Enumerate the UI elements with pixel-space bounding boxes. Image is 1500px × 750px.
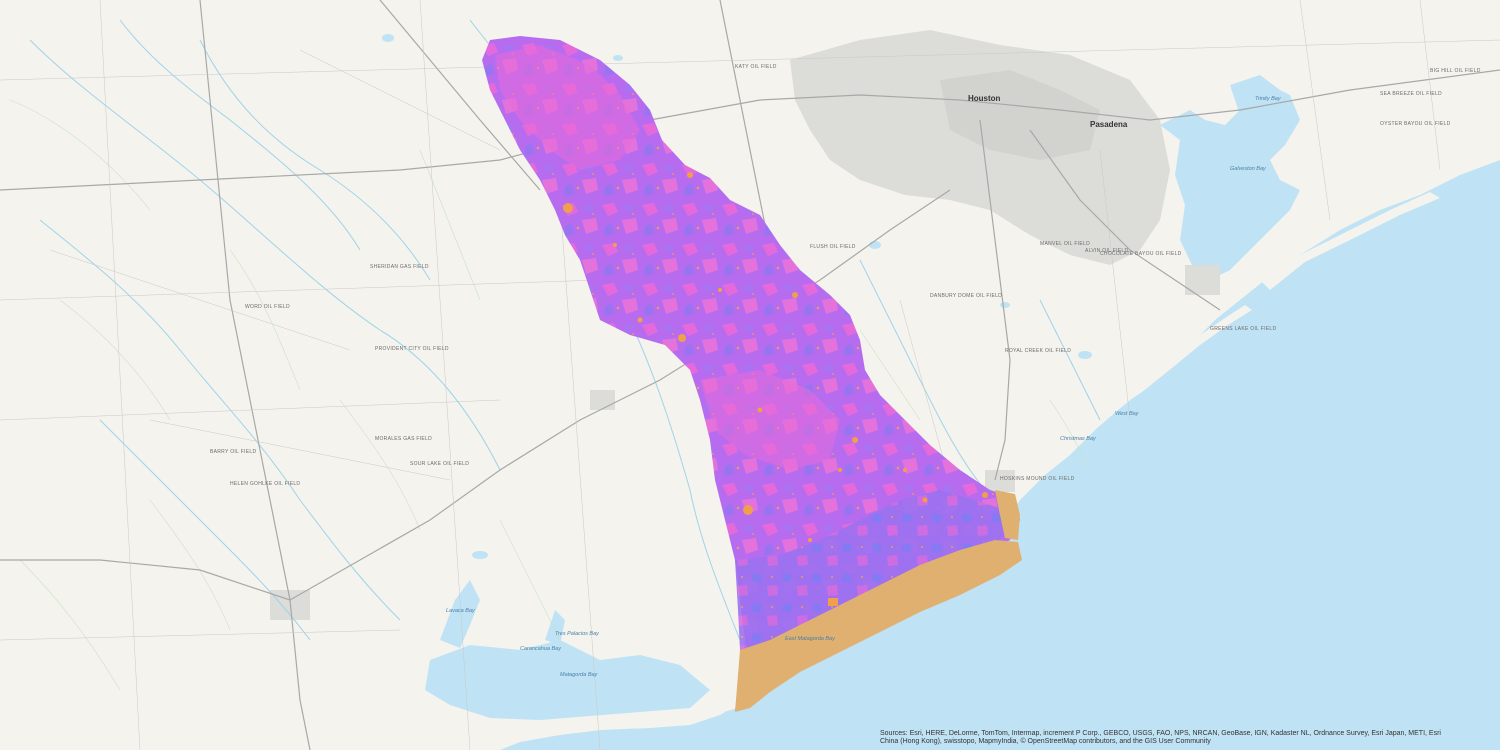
gulf-water (500, 160, 1500, 750)
watershed-upper-pink (495, 45, 640, 170)
oil-field-label: PROVIDENT CITY OIL FIELD (375, 346, 449, 352)
shoreline-buffer-edge (995, 490, 1020, 540)
oil-field-label: BARRY OIL FIELD (210, 449, 256, 455)
city-label-pasadena: Pasadena (1090, 120, 1128, 129)
water-label: Carancahua Bay (520, 646, 562, 652)
oil-field-label: OYSTER BAYOU OIL FIELD (1380, 121, 1451, 127)
oil-field-label: KATY OIL FIELD (735, 64, 777, 70)
matagorda-bay (425, 640, 710, 720)
lake-c (869, 241, 881, 249)
oil-field-label: MANVEL OIL FIELD (1040, 241, 1090, 247)
houston-urban (790, 30, 1170, 265)
watershed-mid-pink (700, 370, 840, 470)
oil-field-label: CHOCOLATE BAYOU OIL FIELD (1100, 251, 1182, 257)
oil-field-label: SEA BREEZE OIL FIELD (1380, 91, 1442, 97)
developed-patches (563, 172, 988, 606)
oil-field-label: HELEN GOHLKE OIL FIELD (230, 481, 300, 487)
oil-field-label: ALVIN OIL FIELD (1085, 248, 1128, 254)
lake-f (472, 551, 488, 559)
water-label: West Bay (1115, 411, 1140, 417)
lake-d (1000, 302, 1010, 308)
galveston-bay (1160, 85, 1300, 280)
lake-a (382, 34, 394, 42)
lake-b (613, 55, 623, 61)
water-label: Christmas Bay (1060, 436, 1097, 442)
lake-e (1078, 351, 1092, 359)
water-label: Galveston Bay (1230, 166, 1267, 172)
oil-field-label: WORD OIL FIELD (245, 304, 290, 310)
oil-field-label: MORALES GAS FIELD (375, 436, 432, 442)
map-labels: Houston Pasadena KATY OIL FIELD SEA BREE… (210, 64, 1481, 678)
lavaca-bay (440, 580, 480, 648)
water-label: Trinity Bay (1255, 96, 1282, 102)
trinity-bay (1230, 75, 1280, 130)
water-label: Lavaca Bay (446, 608, 476, 614)
matagorda-peninsula (560, 700, 745, 734)
oil-field-label: GREENS LAKE OIL FIELD (1210, 326, 1277, 332)
freeport-urban (985, 470, 1015, 492)
oil-field-label: FLUSH OIL FIELD (810, 244, 856, 250)
city-label-houston: Houston (968, 94, 1001, 103)
oil-field-label: BIG HILL OIL FIELD (1430, 68, 1481, 74)
bolivar-peninsula (1260, 192, 1440, 290)
pasadena-urban (940, 70, 1100, 160)
map-attribution: Sources: Esri, HERE, DeLorme, TomTom, In… (880, 730, 1441, 745)
oil-field-label: ROYAL CREEK OIL FIELD (1005, 348, 1071, 354)
tres-palacios-bay (545, 610, 565, 645)
galveston-island (1110, 305, 1252, 410)
water-label: Tres Palacios Bay (555, 631, 600, 637)
oil-field-label: SHERIDAN GAS FIELD (370, 264, 429, 270)
oil-field-label: DANBURY DOME OIL FIELD (930, 293, 1002, 299)
shoreline-buffer (735, 540, 1022, 712)
bay-city-urban (590, 390, 615, 410)
water-label: East Matagorda Bay (785, 636, 836, 642)
oil-field-label: SOUR LAKE OIL FIELD (410, 461, 469, 467)
water-label: Matagorda Bay (560, 672, 599, 678)
oil-field-label: HOSKINS MOUND OIL FIELD (1000, 476, 1075, 482)
streams-fine (9, 99, 1091, 691)
